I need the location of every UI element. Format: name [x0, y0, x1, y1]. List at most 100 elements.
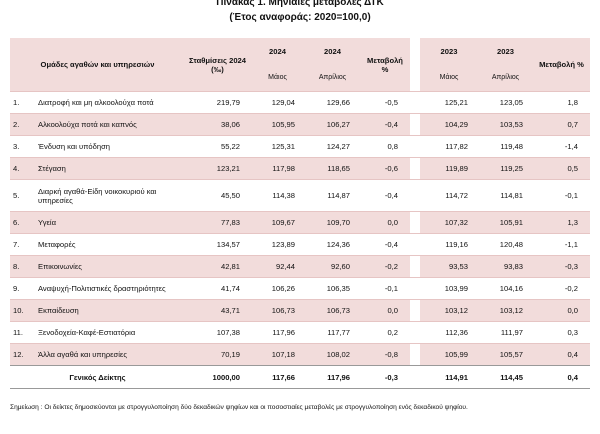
cell: 114,91 — [420, 365, 478, 389]
column-header: Ομάδες αγαθών και υπηρεσιών — [10, 38, 185, 92]
cell: 0,0 — [360, 299, 410, 322]
cell: 45,50 — [185, 179, 250, 212]
cell: 119,89 — [420, 157, 478, 180]
table-row: 3. Ένδυση και υπόδηση 55,22 125,31 124,27 0,8… — [10, 135, 590, 158]
cell: 38,06 — [185, 113, 250, 136]
cell: 108,02 — [305, 343, 360, 366]
cell: 125,31 — [250, 135, 305, 158]
cell: 0,4 — [533, 343, 590, 366]
row-label: Γενικός Δείκτης — [10, 365, 185, 389]
cell: -0,8 — [360, 343, 410, 366]
cell: -0,1 — [360, 277, 410, 300]
cell: 1000,00 — [185, 365, 250, 389]
table-row: 6. Υγεία 77,83 109,67 109,70 0,0 107,32 105,91 1… — [10, 211, 590, 234]
cell: 112,36 — [420, 321, 478, 344]
total-row: Γενικός Δείκτης 1000,00 117,66 117,96 -0,3 11… — [10, 365, 590, 389]
cell: 104,16 — [478, 277, 533, 300]
cell: -0,3 — [533, 255, 590, 278]
row-number: 2. — [10, 113, 35, 136]
row-label: Στέγαση — [35, 157, 185, 180]
row-label: Αναψυχή-Πολιτιστικές δραστηριότητες — [35, 277, 185, 300]
cell: 117,98 — [250, 157, 305, 180]
cell: -0,1 — [533, 179, 590, 212]
table-row: 1. Διατροφή και μη αλκοολούχα ποτά 219,79 1… — [10, 91, 590, 114]
cell: 124,36 — [305, 233, 360, 256]
gap — [410, 277, 420, 300]
cell: 93,83 — [478, 255, 533, 278]
cell: 1,8 — [533, 91, 590, 114]
cell: 107,32 — [420, 211, 478, 234]
cell: -1,4 — [533, 135, 590, 158]
cell: -0,4 — [360, 233, 410, 256]
column-header: 2024 — [250, 38, 305, 64]
cell: 0,8 — [360, 135, 410, 158]
gap — [410, 321, 420, 344]
column-header: Μεταβολή % — [360, 38, 410, 92]
cell: 105,57 — [478, 343, 533, 366]
cell: 117,82 — [420, 135, 478, 158]
table-row: 7. Μεταφορές 134,57 123,89 124,36 -0,4 119,16 1… — [10, 233, 590, 256]
cell: 134,57 — [185, 233, 250, 256]
row-label: Διαρκή αγαθά-Είδη νοικοκυριού και υπηρεσ… — [35, 179, 185, 212]
table-row: 8. Επικοινωνίες 42,81 92,44 92,60 -0,2 93,53 93… — [10, 255, 590, 278]
gap — [410, 365, 420, 389]
gap — [410, 233, 420, 256]
cell: 103,53 — [478, 113, 533, 136]
cell: 0,0 — [360, 211, 410, 234]
row-label: Μεταφορές — [35, 233, 185, 256]
cell: 103,12 — [478, 299, 533, 322]
row-number: 8. — [10, 255, 35, 278]
row-label: Υγεία — [35, 211, 185, 234]
cell: 114,38 — [250, 179, 305, 212]
cell: 120,48 — [478, 233, 533, 256]
table-row: 2. Αλκοολούχα ποτά και καπνός 38,06 105,95 1… — [10, 113, 590, 136]
gap — [410, 255, 420, 278]
subheader-row: Μάιος Απρίλιος Μάιος Απρίλιος — [10, 64, 590, 92]
cell: 119,25 — [478, 157, 533, 180]
title: Πίνακας 1. Μηνιαίες μεταβολές ΔΤΚ — [216, 0, 384, 8]
cell: 117,96 — [305, 365, 360, 389]
row-number: 3. — [10, 135, 35, 158]
subcolumn-header: Απρίλιος — [478, 64, 533, 92]
subcolumn-header: Απρίλιος — [305, 64, 360, 92]
cell: 107,38 — [185, 321, 250, 344]
table-row: 10. Εκπαίδευση 43,71 106,73 106,73 0,0 103,12 1… — [10, 299, 590, 322]
cell: 114,72 — [420, 179, 478, 212]
column-header: Μεταβολή % — [533, 38, 590, 92]
cell: 55,22 — [185, 135, 250, 158]
gap — [410, 135, 420, 158]
cell: 0,0 — [533, 299, 590, 322]
cell: 103,12 — [420, 299, 478, 322]
cell: 114,81 — [478, 179, 533, 212]
column-header: 2023 — [478, 38, 533, 64]
cell: 42,81 — [185, 255, 250, 278]
cell: 1,3 — [533, 211, 590, 234]
row-number: 5. — [10, 179, 35, 212]
cell: 125,21 — [420, 91, 478, 114]
cell: 105,99 — [420, 343, 478, 366]
row-number: 1. — [10, 91, 35, 114]
gap — [410, 38, 420, 92]
cell: 123,89 — [250, 233, 305, 256]
cell: 124,27 — [305, 135, 360, 158]
column-header: 2024 — [305, 38, 360, 64]
row-number: 7. — [10, 233, 35, 256]
cell: 109,67 — [250, 211, 305, 234]
cell: 119,16 — [420, 233, 478, 256]
column-header: 2023 — [420, 38, 478, 64]
gap — [410, 157, 420, 180]
gap — [410, 179, 420, 212]
row-label: Ξενοδοχεία-Καφέ-Εστιατόρια — [35, 321, 185, 344]
cell: 119,48 — [478, 135, 533, 158]
cell: 0,2 — [360, 321, 410, 344]
cell: 106,35 — [305, 277, 360, 300]
cell: 117,77 — [305, 321, 360, 344]
cell: 106,73 — [250, 299, 305, 322]
table-row: 11. Ξενοδοχεία-Καφέ-Εστιατόρια 107,38 117,9… — [10, 321, 590, 344]
cell: -0,4 — [360, 179, 410, 212]
cell: 114,87 — [305, 179, 360, 212]
cell: 106,73 — [305, 299, 360, 322]
cell: 0,5 — [533, 157, 590, 180]
cell: -0,5 — [360, 91, 410, 114]
